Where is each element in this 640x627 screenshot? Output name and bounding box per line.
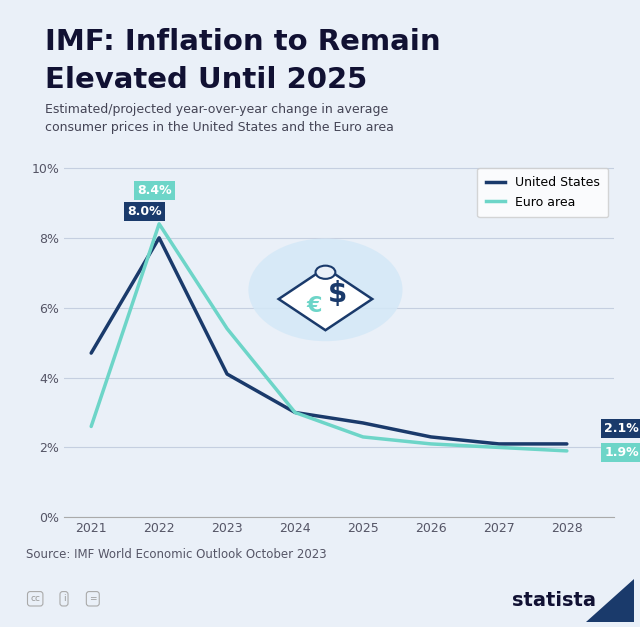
Text: Elevated Until 2025: Elevated Until 2025 [45,66,367,94]
Text: IMF: Inflation to Remain: IMF: Inflation to Remain [45,28,440,56]
Text: statista: statista [512,591,596,610]
Circle shape [248,238,403,341]
Text: 8.0%: 8.0% [127,205,161,218]
Text: €: € [307,296,322,315]
Text: 1.9%: 1.9% [604,446,639,459]
Text: 8.4%: 8.4% [137,184,172,197]
Text: cc: cc [30,594,40,603]
Text: 2.1%: 2.1% [604,422,639,435]
Text: =: = [89,594,97,603]
Legend: United States, Euro area: United States, Euro area [477,168,608,218]
Polygon shape [586,579,634,622]
Text: $: $ [328,280,347,307]
Circle shape [316,266,335,279]
Text: Estimated/projected year-over-year change in average
consumer prices in the Unit: Estimated/projected year-over-year chang… [45,103,394,134]
Text: i: i [63,594,65,603]
Text: Source: IMF World Economic Outlook October 2023: Source: IMF World Economic Outlook Octob… [26,549,326,561]
Polygon shape [278,268,372,330]
